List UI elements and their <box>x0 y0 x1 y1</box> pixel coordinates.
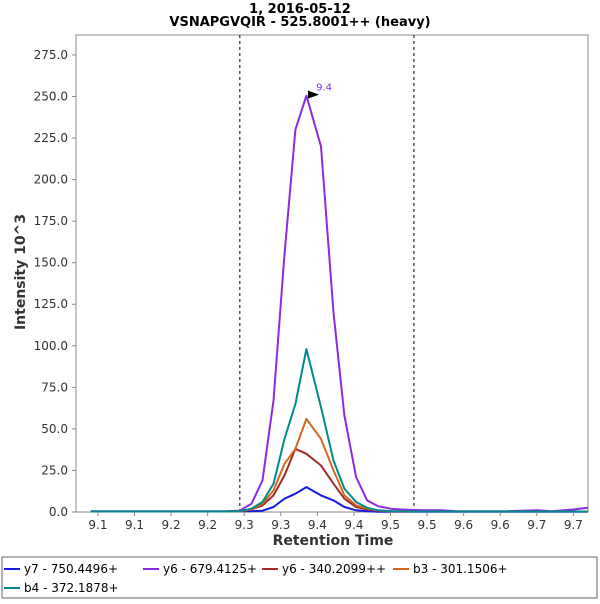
x-tick-label: 9.7 <box>527 518 546 532</box>
x-tick-label: 9.5 <box>418 518 437 532</box>
x-tick-label: 9.6 <box>491 518 510 532</box>
plot-area <box>75 34 589 513</box>
legend-item-label: y7 - 750.4496+ <box>24 562 118 576</box>
peak-label: 9.4 <box>316 83 332 94</box>
y-tick-label: 150.0 <box>34 256 68 270</box>
x-tick-label: 9.4 <box>308 518 327 532</box>
y-tick-label: 50.0 <box>41 422 68 436</box>
x-tick-label: 9.4 <box>344 518 363 532</box>
x-tick-label: 9.6 <box>454 518 473 532</box>
legend-box <box>1 556 598 599</box>
y-axis-title: Intensity 10^3 <box>13 214 29 330</box>
x-tick-label: 9.5 <box>381 518 400 532</box>
x-axis: 9.1 9.1 9.2 9.2 9.3 9.3 9.4 9.4 9.5 9.5 9.6 9.6 9.7 9… <box>88 512 583 532</box>
y-tick-label: 0.0 <box>49 505 68 519</box>
x-tick-label: 9.1 <box>88 518 107 532</box>
x-tick-label: 9.3 <box>271 518 290 532</box>
x-tick-label: 9.2 <box>198 518 217 532</box>
x-tick-label: 9.3 <box>235 518 254 532</box>
y-tick-label: 275.0 <box>34 48 68 62</box>
chart-subtitle: VSNAPGVQIR - 525.8001++ (heavy) <box>169 15 430 30</box>
y-tick-label: 250.0 <box>34 89 68 103</box>
y-tick-label: 175.0 <box>34 214 68 228</box>
y-tick-label: 200.0 <box>34 173 68 187</box>
peak-annotation: 9.4 <box>308 83 332 99</box>
series-line <box>90 348 588 513</box>
chart-title: 1, 2016-05-12 <box>249 2 351 17</box>
legend-item-label: b4 - 372.1878+ <box>24 581 119 595</box>
y-tick-label: 225.0 <box>34 131 68 145</box>
x-axis-title: Retention Time <box>273 533 394 549</box>
y-tick-label: 25.0 <box>41 463 68 477</box>
x-tick-label: 9.2 <box>162 518 181 532</box>
legend-item-label: b3 - 301.1506+ <box>413 562 508 576</box>
x-tick-label: 9.1 <box>125 518 144 532</box>
legend-item-label: y6 - 679.4125+ <box>163 562 257 576</box>
legend: y7 - 750.4496+ y6 - 679.4125+ y6 - 340.209… <box>1 556 598 599</box>
y-tick-label: 100.0 <box>34 339 68 353</box>
peak-marker-arrow <box>308 90 320 99</box>
integration-boundaries <box>239 35 415 512</box>
y-tick-label: 75.0 <box>41 380 68 394</box>
series-lines <box>90 94 589 513</box>
y-axis: 0.0 25.0 50.0 75.0 100.0 125.0 150.0 175.0 200.0… <box>34 48 76 519</box>
x-tick-label: 9.7 <box>564 518 583 532</box>
y-tick-label: 125.0 <box>34 297 68 311</box>
legend-item-label: y6 - 340.2099++ <box>282 562 386 576</box>
